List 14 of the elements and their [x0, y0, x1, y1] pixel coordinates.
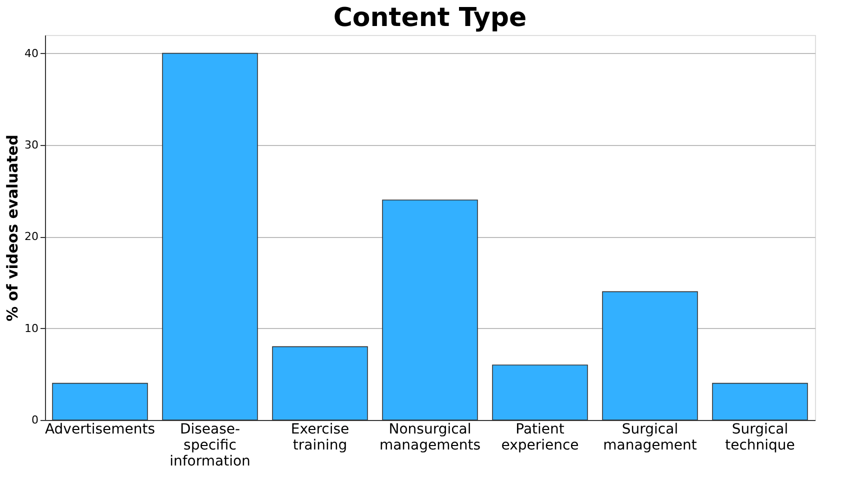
- x-tick-label: Nonsurgical managements: [379, 422, 481, 454]
- y-tick-label: 0: [32, 414, 38, 426]
- y-axis-title: % of videos evaluated: [4, 134, 22, 322]
- y-tick-label: 30: [24, 138, 38, 152]
- y-tick-label: 20: [24, 230, 38, 244]
- chart-title: Content Type: [333, 3, 527, 33]
- y-tick-label: 10: [24, 322, 38, 335]
- x-tick-label: Exercise training: [290, 422, 350, 454]
- y-tick-label: 40: [24, 46, 38, 60]
- x-tick-label: Advertisements: [44, 422, 156, 438]
- x-tick-label: Surgical management: [603, 422, 698, 454]
- x-tick-label: Disease-specific information: [170, 422, 250, 470]
- x-tick-label: Patient experience: [501, 422, 579, 454]
- x-tick-label: Surgical technique: [725, 422, 795, 454]
